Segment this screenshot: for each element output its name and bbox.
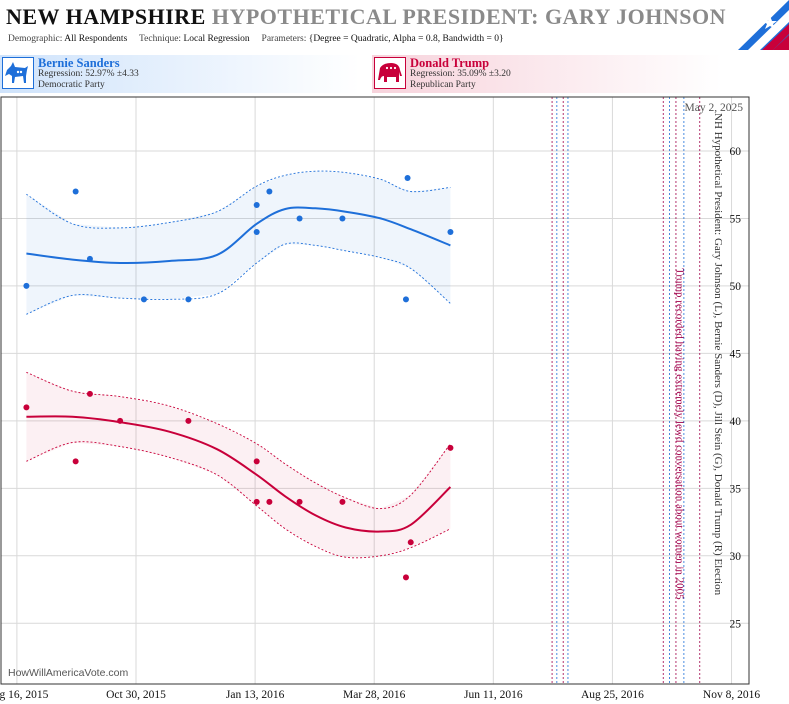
y-tick-label: 30 bbox=[730, 551, 742, 563]
confidence-lower-line bbox=[26, 441, 451, 559]
x-tick-label: Oct 30, 2015 bbox=[106, 689, 166, 701]
poll-point bbox=[86, 390, 93, 397]
poll-point bbox=[447, 444, 454, 451]
watermark: HowWillAmericaVote.com bbox=[8, 667, 129, 679]
poll-point bbox=[86, 255, 93, 262]
y-tick-label: 55 bbox=[730, 213, 742, 225]
title-subtitle: HYPOTHETICAL PRESIDENT: GARY JOHNSON bbox=[211, 4, 726, 29]
axis-layer: Aug 16, 2015 Oct 30, 2015 Jan 13, 2016 Mar … bbox=[0, 146, 760, 701]
candidate-party: Republican Party bbox=[410, 80, 476, 90]
parameters-label: Parameters: bbox=[261, 34, 307, 44]
event-annotation: Trump recorded having extremely lewd con… bbox=[674, 268, 686, 600]
donkey-icon bbox=[2, 57, 34, 89]
flag-logo-icon bbox=[738, 0, 789, 50]
plot-frame bbox=[0, 96, 750, 685]
confidence-band bbox=[26, 171, 451, 315]
confidence-band bbox=[26, 372, 451, 558]
chart-vertical-title: NH Hypothetical President: Gary Johnson … bbox=[712, 113, 724, 596]
x-tick-label: Aug 25, 2016 bbox=[581, 689, 644, 701]
poll-point bbox=[185, 296, 192, 303]
series-layer bbox=[23, 174, 454, 581]
poll-point bbox=[117, 417, 124, 424]
poll-point bbox=[404, 174, 411, 181]
poll-point bbox=[402, 574, 409, 581]
demographic-value: All Respondents bbox=[64, 34, 128, 44]
event-layer bbox=[551, 97, 701, 684]
x-tick-label: Jun 11, 2016 bbox=[464, 689, 523, 701]
date-label: May 2, 2025 bbox=[685, 102, 744, 114]
poll-point bbox=[266, 498, 273, 505]
poll-point bbox=[23, 404, 30, 411]
y-tick-label: 40 bbox=[730, 416, 742, 428]
title-state: NEW HAMPSHIRE bbox=[6, 4, 206, 29]
y-tick-label: 45 bbox=[730, 348, 742, 360]
confidence-upper-line bbox=[26, 170, 451, 229]
candidate-legend-trump: Donald Trump Regression: 35.09% ±3.20 Re… bbox=[372, 55, 722, 93]
x-tick-label: Jan 13, 2016 bbox=[226, 689, 285, 701]
poll-point bbox=[296, 498, 303, 505]
poll-point bbox=[253, 228, 260, 235]
regression-line bbox=[26, 206, 451, 265]
y-tick-label: 50 bbox=[730, 281, 742, 293]
confidence-lower-line bbox=[26, 242, 451, 315]
page-title: NEW HAMPSHIRE HYPOTHETICAL PRESIDENT: GAR… bbox=[6, 4, 726, 30]
candidate-regression: Regression: 35.09% ±3.20 bbox=[410, 69, 511, 79]
poll-point bbox=[72, 458, 79, 465]
poll-point bbox=[140, 296, 147, 303]
technique-value: Local Regression bbox=[183, 34, 250, 44]
poll-point bbox=[296, 215, 303, 222]
y-tick-label: 25 bbox=[730, 618, 742, 630]
x-tick-label: Aug 16, 2015 bbox=[0, 689, 49, 701]
candidate-legend-sanders: Bernie Sanders Regression: 52.97% ±4.33 … bbox=[0, 55, 360, 93]
poll-point bbox=[402, 296, 409, 303]
x-tick-label: Nov 8, 2016 bbox=[703, 689, 760, 701]
demographic-label: Demographic: bbox=[8, 34, 63, 44]
poll-point bbox=[339, 498, 346, 505]
y-tick-label: 35 bbox=[730, 483, 742, 495]
parameters-line: Demographic: All Respondents Technique: … bbox=[8, 34, 504, 44]
parameters-value: {Degree = Quadratic, Alpha = 0.8, Bandwi… bbox=[308, 34, 504, 44]
poll-point bbox=[447, 228, 454, 235]
candidate-name: Bernie Sanders bbox=[38, 56, 120, 70]
poll-point bbox=[266, 188, 273, 195]
candidate-name: Donald Trump bbox=[410, 56, 490, 70]
grid-layer bbox=[1, 97, 749, 684]
poll-point bbox=[407, 539, 414, 546]
poll-point bbox=[185, 417, 192, 424]
technique-label: Technique: bbox=[139, 34, 182, 44]
poll-point bbox=[72, 188, 79, 195]
poll-point bbox=[253, 498, 260, 505]
x-tick-label: Mar 28, 2016 bbox=[343, 689, 406, 701]
candidate-regression: Regression: 52.97% ±4.33 bbox=[38, 69, 139, 79]
band-layer bbox=[26, 170, 451, 559]
poll-point bbox=[253, 458, 260, 465]
poll-point bbox=[339, 215, 346, 222]
poll-point bbox=[253, 201, 260, 208]
candidate-party: Democratic Party bbox=[38, 80, 105, 90]
poll-point bbox=[23, 282, 30, 289]
elephant-icon bbox=[374, 57, 406, 89]
regression-line bbox=[26, 415, 452, 533]
y-tick-label: 60 bbox=[730, 146, 742, 158]
